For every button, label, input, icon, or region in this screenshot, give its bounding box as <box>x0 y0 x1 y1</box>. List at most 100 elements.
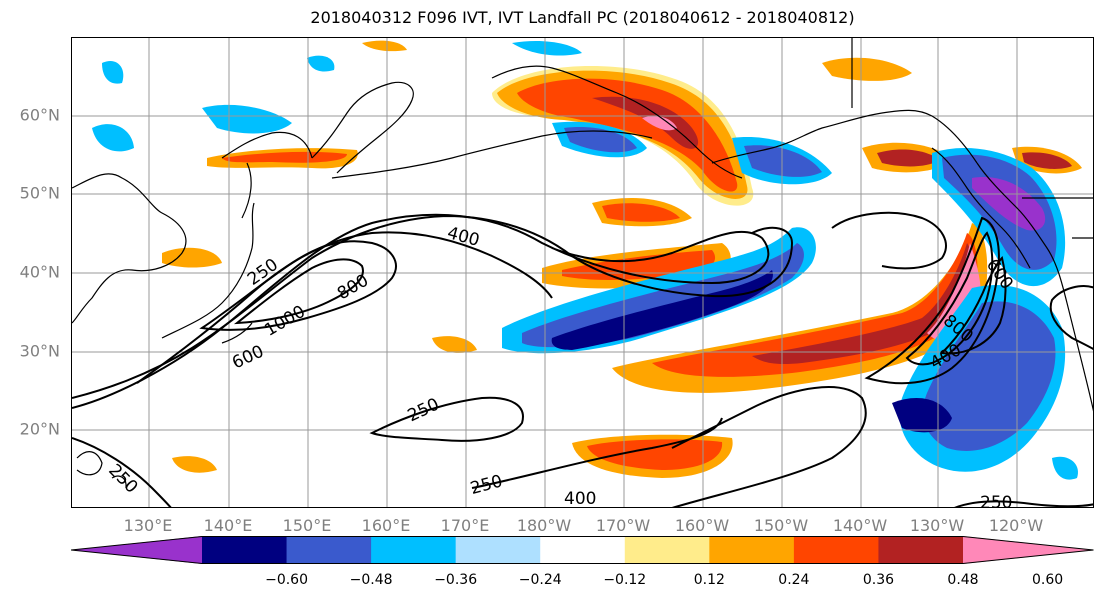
contour-label: 600 <box>229 342 267 374</box>
ivt-contour <box>954 500 1093 507</box>
colorbar <box>71 536 1094 564</box>
shade-area <box>877 149 940 167</box>
map-panel: 400 250 800 1000 600 250 250 400 250 600… <box>71 37 1094 508</box>
lon-tick-label: 140°W <box>832 516 888 535</box>
shade-area <box>517 78 738 192</box>
shade-area <box>522 243 804 348</box>
coastlines <box>72 38 1093 489</box>
ivt-contour <box>199 240 397 331</box>
shade-area <box>202 104 292 134</box>
lon-tick-label: 120°W <box>988 516 1044 535</box>
lat-tick-label: 20°N <box>19 419 60 439</box>
ivt-contour <box>233 258 364 325</box>
coastline-japan <box>161 202 255 344</box>
contour-label: 250 <box>405 394 443 426</box>
contour-label: 1000 <box>261 302 308 341</box>
lon-tick-label: 180°W <box>516 516 572 535</box>
coastline-aleutians <box>331 130 653 179</box>
lon-tick-label: 160°W <box>674 516 730 535</box>
contour-label: 800 <box>334 271 372 305</box>
lon-tick-label: 160°E <box>361 516 411 535</box>
shade-area <box>432 336 477 353</box>
colorbar-outline <box>71 536 1094 564</box>
coastline-bc <box>931 147 1031 269</box>
coastline-islands <box>76 451 127 489</box>
colorbar-tick-label: −0.36 <box>434 572 478 588</box>
ivt-contour <box>1049 285 1093 350</box>
shade-area <box>1022 152 1072 169</box>
coastline-kamchatka <box>311 81 414 174</box>
shade-area <box>102 60 124 84</box>
colorbar-tick-label: 0.48 <box>947 572 979 588</box>
colorbar-extend-high <box>963 536 1094 564</box>
colorbar-segment <box>624 536 710 564</box>
shade-area <box>307 55 335 72</box>
colorbar-segments <box>71 536 1094 564</box>
shade-area <box>592 96 699 149</box>
positive-anomaly-shading <box>162 40 1082 478</box>
lat-tick-label: 30°N <box>19 341 60 361</box>
shade-area <box>892 398 952 433</box>
ivt-contour <box>72 214 794 399</box>
lat-tick-label: 50°N <box>19 183 60 203</box>
shade-area <box>1052 456 1078 480</box>
shade-area <box>362 40 407 52</box>
shade-area <box>822 57 912 81</box>
ivt-contour <box>864 216 1000 385</box>
coastline-north-america <box>976 162 1093 412</box>
colorbar-extend-low <box>71 536 202 564</box>
shade-area <box>923 301 1056 451</box>
shade-area <box>972 177 1046 231</box>
border-canada-us <box>851 38 1093 239</box>
lon-tick-label: 130°W <box>909 516 965 535</box>
colorbar-segment <box>793 536 879 564</box>
contour-label: 250 <box>104 460 141 497</box>
lon-tick-label: 150°W <box>753 516 809 535</box>
colorbar-segment <box>540 536 626 564</box>
lon-tick-label: 140°E <box>203 516 253 535</box>
ivt-contour <box>72 437 172 507</box>
shade-area <box>602 203 680 222</box>
contour-label: 250 <box>980 493 1012 508</box>
colorbar-tick-label: −0.48 <box>349 572 393 588</box>
colorbar-segment <box>202 536 288 564</box>
shade-area <box>551 270 773 350</box>
shade-area <box>744 145 822 177</box>
colorbar-segment <box>709 536 795 564</box>
ivt-contour <box>136 231 553 384</box>
shade-area <box>512 41 582 56</box>
lat-tick-label: 40°N <box>19 262 60 282</box>
colorbar-tick-label: 0.24 <box>778 572 810 588</box>
shade-area <box>587 439 723 470</box>
chart-title: 2018040312 F096 IVT, IVT Landfall PC (20… <box>310 8 855 27</box>
colorbar-segment <box>455 536 541 564</box>
colorbar-tick-label: −0.12 <box>603 572 647 588</box>
colorbar-segment <box>286 536 372 564</box>
ivt-contour <box>939 256 1007 355</box>
colorbar-tick-label: 0.36 <box>862 572 895 588</box>
shade-area <box>162 247 222 268</box>
lon-tick-label: 130°E <box>123 516 173 535</box>
contour-label: 400 <box>445 223 482 251</box>
shade-area <box>172 456 217 473</box>
shade-area <box>92 124 134 152</box>
ivt-contour <box>831 211 947 270</box>
coastline-okhotsk <box>221 131 313 219</box>
lon-tick-label: 170°E <box>440 516 490 535</box>
contour-label: 400 <box>564 489 596 508</box>
coastline-asia <box>72 173 187 324</box>
colorbar-tick-label: 0.12 <box>693 572 725 588</box>
ivt-contour <box>905 231 994 366</box>
ivt-contour <box>369 396 524 442</box>
colorbar-tick-label: −0.24 <box>518 572 562 588</box>
lon-tick-label: 170°W <box>595 516 651 535</box>
colorbar-tick-label: −0.60 <box>265 572 308 588</box>
ivt-contour <box>72 213 770 409</box>
colorbar-segment <box>878 536 964 564</box>
lat-tick-label: 60°N <box>19 105 60 125</box>
coastline-alaska <box>491 65 978 179</box>
colorbar-tick-label: 0.60 <box>1031 572 1064 588</box>
ivt-map: 400 250 800 1000 600 250 250 400 250 600… <box>72 38 1093 508</box>
ivt-contour <box>471 386 867 507</box>
shade-area <box>752 243 974 365</box>
